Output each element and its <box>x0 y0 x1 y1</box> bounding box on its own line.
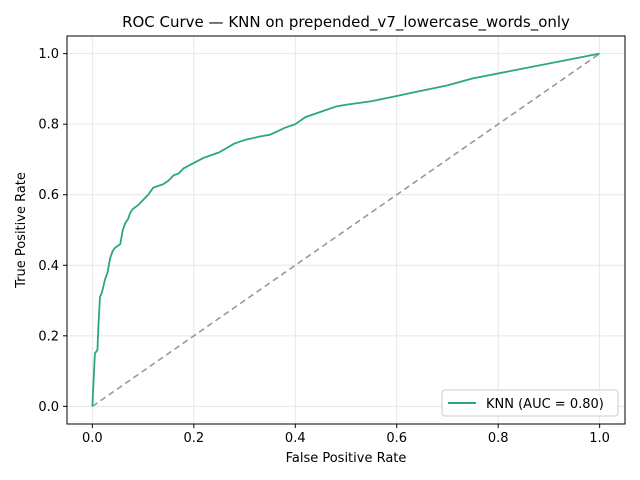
y-tick-label: 0.6 <box>38 188 59 203</box>
x-tick-label: 0.4 <box>285 431 306 446</box>
x-tick-label: 1.0 <box>589 431 610 446</box>
y-axis-ticks: 0.0 0.2 0.4 0.6 0.8 1.0 <box>38 47 67 415</box>
grid <box>67 36 625 424</box>
y-tick-label: 1.0 <box>38 47 59 62</box>
x-tick-label: 0.8 <box>488 431 509 446</box>
y-axis-label: True Positive Rate <box>14 172 29 289</box>
legend-box <box>441 389 619 417</box>
x-tick-label: 0.2 <box>183 431 204 446</box>
y-tick-label: 0.0 <box>38 400 59 415</box>
y-tick-label: 0.4 <box>38 259 59 274</box>
x-tick-label: 0.6 <box>386 431 407 446</box>
y-tick-label: 0.2 <box>38 329 59 344</box>
x-axis-label: False Positive Rate <box>286 451 407 466</box>
series-layer <box>91 52 601 408</box>
chance-line <box>91 52 601 408</box>
x-tick-label: 0.0 <box>82 431 103 446</box>
plot-frame <box>66 35 626 425</box>
legend: KNN (AUC = 0.80) <box>441 389 619 417</box>
roc-curve-knn <box>91 52 600 407</box>
x-axis-ticks: 0.0 0.2 0.4 0.6 0.8 1.0 <box>82 424 610 446</box>
legend-label: KNN (AUC = 0.80) <box>486 397 604 412</box>
y-tick-label: 0.8 <box>38 118 59 133</box>
chart-title: ROC Curve — KNN on prepended_v7_lowercas… <box>122 13 570 32</box>
